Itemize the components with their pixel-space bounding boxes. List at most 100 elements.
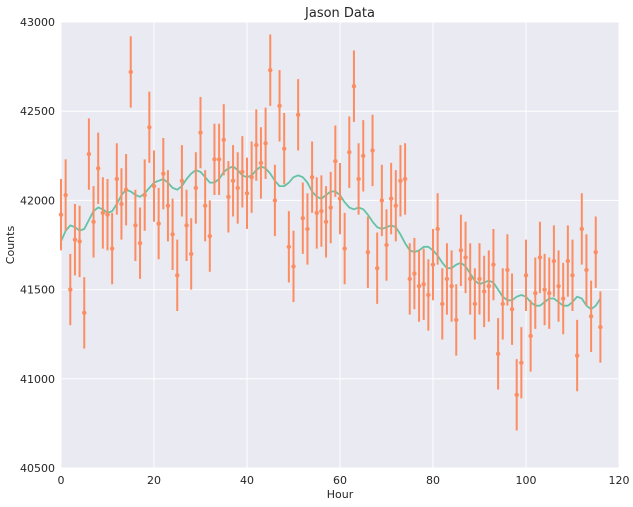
- data-point: [133, 223, 138, 228]
- data-point: [268, 67, 273, 73]
- data-point: [486, 283, 491, 289]
- data-point: [477, 276, 482, 282]
- x-tick-label: 100: [516, 474, 537, 487]
- data-point: [588, 314, 594, 319]
- data-point: [63, 192, 68, 198]
- x-tick-label: 20: [147, 474, 161, 487]
- data-point: [565, 258, 571, 264]
- data-point: [449, 283, 454, 289]
- data-point: [295, 112, 301, 117]
- data-point: [86, 151, 92, 157]
- data-point: [328, 205, 333, 210]
- data-point: [207, 233, 212, 239]
- data-point: [472, 301, 478, 307]
- data-point: [77, 239, 82, 244]
- data-point: [137, 241, 143, 246]
- data-point: [337, 196, 343, 201]
- data-point: [528, 333, 533, 339]
- x-tick-label: 40: [240, 474, 254, 487]
- data-point: [109, 246, 115, 251]
- data-point: [91, 219, 96, 225]
- data-point: [375, 265, 380, 271]
- data-point: [105, 212, 110, 217]
- data-point: [212, 157, 217, 162]
- data-point: [161, 171, 166, 176]
- data-point: [263, 141, 268, 146]
- data-point: [58, 212, 64, 217]
- data-point: [458, 248, 464, 253]
- chart-title: Jason Data: [304, 6, 375, 21]
- data-point: [277, 103, 282, 109]
- data-point: [421, 282, 426, 287]
- data-point: [356, 176, 361, 182]
- data-point: [291, 264, 296, 269]
- data-point: [72, 237, 78, 242]
- data-point: [323, 219, 329, 225]
- data-point: [574, 353, 580, 358]
- data-point: [342, 246, 347, 251]
- data-point: [272, 198, 278, 203]
- data-point: [309, 175, 315, 180]
- data-point: [258, 160, 264, 166]
- y-tick-label: 40500: [20, 462, 55, 475]
- data-point: [165, 203, 171, 208]
- data-point: [416, 283, 422, 289]
- data-point: [542, 287, 547, 292]
- data-point: [570, 273, 575, 278]
- data-point: [189, 251, 194, 257]
- data-point: [151, 183, 157, 189]
- data-point: [398, 178, 403, 183]
- data-point: [305, 226, 310, 232]
- data-point: [179, 178, 185, 183]
- data-point: [533, 290, 538, 296]
- errorbar-series: [58, 34, 603, 431]
- data-point: [523, 273, 529, 278]
- data-point: [509, 307, 515, 312]
- data-point: [202, 203, 208, 208]
- data-point: [402, 176, 408, 182]
- data-point: [175, 273, 180, 278]
- data-point: [412, 271, 417, 276]
- data-point: [147, 125, 152, 130]
- data-point: [444, 276, 450, 282]
- data-point: [556, 283, 561, 289]
- data-point: [537, 255, 543, 260]
- data-point: [440, 301, 445, 307]
- data-point: [584, 267, 589, 273]
- data-point: [561, 296, 566, 301]
- data-point: [319, 208, 324, 214]
- data-point: [119, 201, 124, 207]
- y-tick-label: 42500: [20, 105, 55, 118]
- data-point: [495, 351, 501, 357]
- data-point: [579, 226, 584, 232]
- data-point: [128, 69, 133, 75]
- data-point: [500, 301, 505, 307]
- data-point: [226, 194, 231, 200]
- data-point: [514, 392, 519, 398]
- data-point: [68, 287, 73, 292]
- data-point: [198, 130, 203, 135]
- y-tick-label: 42000: [20, 194, 55, 207]
- y-tick-label: 43000: [20, 16, 55, 29]
- data-point: [388, 196, 394, 201]
- x-tick-labels: 0 20 40 60 80 100 120: [58, 474, 630, 487]
- data-point: [282, 146, 287, 151]
- data-point: [370, 148, 375, 153]
- data-point: [463, 255, 468, 260]
- data-point: [170, 232, 175, 237]
- data-point: [454, 317, 459, 323]
- data-point: [365, 249, 371, 255]
- x-tick-label: 60: [333, 474, 347, 487]
- data-point: [393, 203, 398, 208]
- y-tick-label: 41000: [20, 373, 55, 386]
- data-point: [593, 249, 598, 255]
- data-point: [519, 360, 524, 365]
- data-point: [216, 157, 222, 162]
- data-point: [347, 150, 352, 155]
- data-point: [286, 244, 292, 249]
- data-point: [333, 158, 338, 164]
- data-point: [481, 289, 487, 294]
- x-axis-label: Hour: [327, 488, 354, 501]
- data-point: [156, 221, 161, 226]
